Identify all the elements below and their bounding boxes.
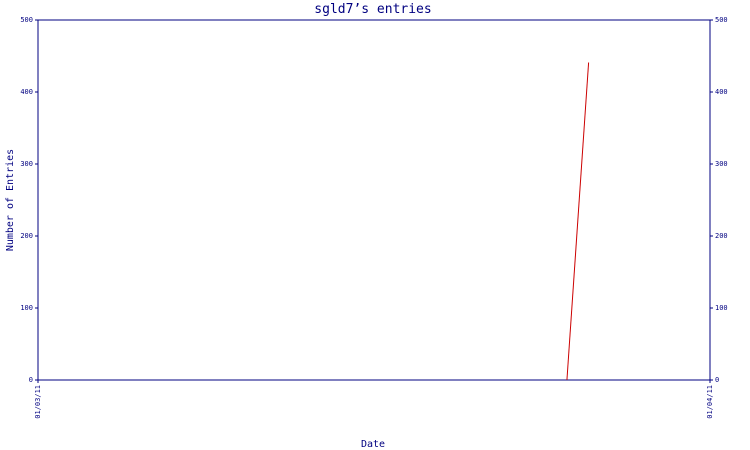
- x-tick-label: 01/03/11: [34, 385, 42, 419]
- x-tick-label: 01/04/11: [706, 385, 714, 419]
- y2-tick-label: 500: [715, 16, 728, 24]
- y2-tick-label: 200: [715, 232, 728, 240]
- y-tick-label: 400: [20, 88, 33, 96]
- chart-title: sgld7’s entries: [314, 2, 431, 17]
- y2-tick-label: 400: [715, 88, 728, 96]
- x-axis-label: Date: [361, 439, 385, 450]
- y-axis-label: Number of Entries: [5, 149, 16, 251]
- y-tick-label: 0: [29, 376, 33, 384]
- line-series: [566, 62, 590, 381]
- y-tick-label: 100: [20, 304, 33, 312]
- y2-tick-label: 0: [715, 376, 719, 384]
- plot-frame: [37, 19, 711, 381]
- y-tick-label: 200: [20, 232, 33, 240]
- y-tick-label: 500: [20, 16, 33, 24]
- y-tick-label: 300: [20, 160, 33, 168]
- y2-tick-label: 300: [715, 160, 728, 168]
- y2-tick-label: 100: [715, 304, 728, 312]
